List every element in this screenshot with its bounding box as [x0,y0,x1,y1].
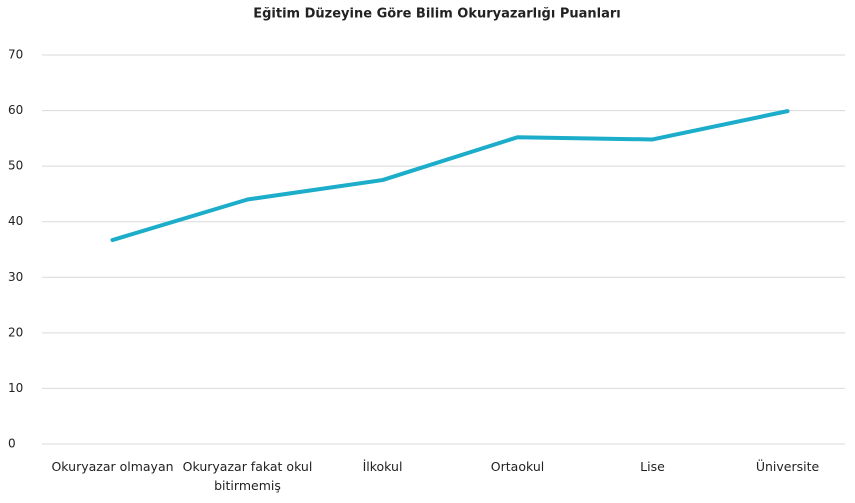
y-tick-label: 0 [8,437,16,451]
y-tick-label: 10 [8,381,23,395]
chart-title: Eğitim Düzeyine Göre Bilim Okuryazarlığı… [253,7,621,22]
x-tick-label: Lise [640,459,665,474]
line-series [110,109,790,243]
x-tick-label: İlkokul [362,459,403,474]
x-tick-label: Üniversite [755,459,820,474]
y-tick-label: 30 [8,270,23,284]
y-tick-label: 60 [8,103,23,117]
y-tick-label: 20 [8,325,23,339]
x-tick-label: Ortaokul [490,459,545,474]
y-tick-label: 70 [8,48,23,62]
y-tick-label: 50 [8,159,23,173]
x-tick-label: Okuryazar olmayan [51,459,174,474]
x-tick-label: Okuryazar fakat okul bitirmemiş [182,459,313,493]
y-tick-label: 40 [8,214,23,228]
